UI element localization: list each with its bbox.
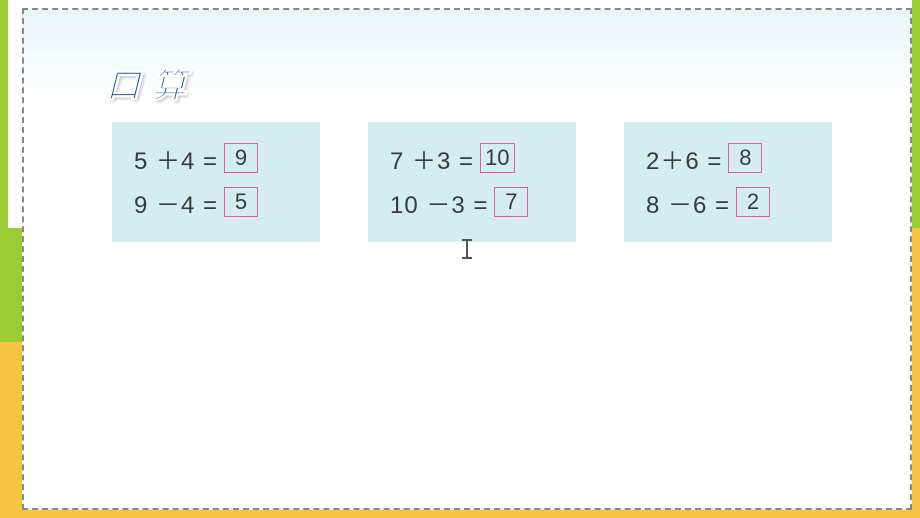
frame-green-leftlow — [0, 228, 22, 342]
frame-yellow-left — [0, 342, 22, 518]
equation: 5 ＋4 = 9 — [134, 136, 298, 180]
expression-text: 10 －3 = — [390, 185, 488, 220]
expression-text: 9 －4 = — [134, 185, 218, 220]
equation: 2＋6 = 8 — [646, 136, 810, 180]
answer-box: 5 — [224, 187, 258, 217]
frame-green-right — [912, 0, 920, 228]
answer-box: 7 — [494, 187, 528, 217]
answer-box: 10 — [480, 143, 514, 173]
expression-text: 5 ＋4 = — [134, 141, 218, 176]
slide-area: 口算 5 ＋4 = 9 9 －4 = 5 7 ＋3 = 10 10 －3 = 7 — [22, 8, 912, 510]
expression-text: 7 ＋3 = — [390, 141, 474, 176]
answer-box: 9 — [224, 143, 258, 173]
card-3: 2＋6 = 8 8 －6 = 2 — [624, 122, 832, 242]
slide-title: 口算 — [106, 58, 198, 107]
equation: 7 ＋3 = 10 — [390, 136, 554, 180]
equation: 9 －4 = 5 — [134, 180, 298, 224]
answer-box: 2 — [736, 187, 770, 217]
answer-box: 8 — [728, 143, 762, 173]
frame-yellow-bottom — [22, 510, 912, 518]
text-cursor-icon — [466, 240, 468, 258]
card-1: 5 ＋4 = 9 9 －4 = 5 — [112, 122, 320, 242]
equation: 8 －6 = 2 — [646, 180, 810, 224]
equation: 10 －3 = 7 — [390, 180, 554, 224]
card-2: 7 ＋3 = 10 10 －3 = 7 — [368, 122, 576, 242]
cards-row: 5 ＋4 = 9 9 －4 = 5 7 ＋3 = 10 10 －3 = 7 2＋… — [112, 122, 850, 242]
expression-text: 2＋6 = — [646, 141, 722, 176]
frame-yellow-right — [912, 228, 920, 518]
title-text: 口算 — [106, 68, 198, 105]
expression-text: 8 －6 = — [646, 185, 730, 220]
